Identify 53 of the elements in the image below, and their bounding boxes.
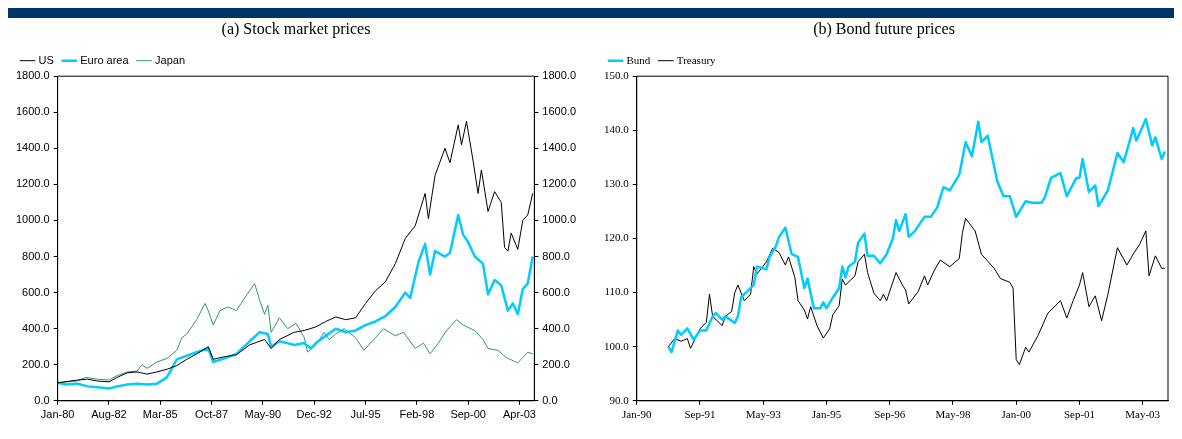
x-tick-label: Sep-91 (684, 408, 716, 421)
y2-tick-label: 1800.0 (542, 69, 577, 82)
y2-tick-label: 0.0 (542, 393, 558, 406)
y-tick-label: 110.0 (604, 285, 630, 298)
y-tick-label: 1600.0 (15, 105, 50, 118)
y-tick-label: 600.0 (22, 285, 50, 298)
y-tick-label: 130.0 (604, 177, 630, 190)
y-tick-label: 1000.0 (15, 213, 50, 226)
x-tick-label: Oct-87 (195, 408, 229, 421)
x-tick-label: Sep-00 (450, 408, 486, 421)
y2-tick-label: 1600.0 (542, 105, 577, 118)
y-tick-label: 90.0 (609, 393, 630, 406)
chart-title: (a) Stock market prices (221, 19, 371, 38)
y2-tick-label: 1200.0 (542, 177, 577, 190)
y-tick-label: 400.0 (22, 321, 50, 334)
x-tick-label: May-93 (745, 408, 782, 421)
x-tick-label: Aug-82 (91, 408, 127, 421)
x-tick-label: Mar-85 (142, 408, 178, 421)
legend-label: US (38, 53, 54, 66)
x-tick-label: Apr-03 (502, 408, 536, 421)
y-tick-label: 140.0 (604, 123, 630, 136)
y2-tick-label: 800.0 (542, 249, 570, 262)
x-tick-label: Sep-01 (1063, 408, 1096, 421)
y-tick-label: 100.0 (604, 339, 630, 352)
chart-title: (b) Bond future prices (813, 19, 955, 38)
y-tick-label: 1800.0 (15, 69, 50, 82)
legend-label: Bund (626, 53, 651, 66)
y-tick-label: 1400.0 (15, 141, 50, 154)
x-tick-label: Jan-80 (40, 408, 75, 421)
y-tick-label: 1200.0 (15, 177, 50, 190)
legend-label: Japan (155, 53, 186, 66)
x-tick-label: May-03 (1125, 408, 1161, 421)
x-tick-label: Sep-96 (874, 408, 906, 421)
y-tick-label: 0.0 (34, 393, 50, 406)
x-tick-label: Jan-00 (1001, 408, 1032, 421)
x-tick-label: Dec-92 (296, 408, 332, 421)
y-tick-label: 150.0 (604, 69, 630, 82)
y2-tick-label: 1000.0 (542, 213, 577, 226)
y2-tick-label: 1400.0 (542, 141, 577, 154)
y-tick-label: 200.0 (22, 357, 50, 370)
x-tick-label: Jan-95 (811, 408, 842, 421)
x-tick-label: Feb-98 (399, 408, 435, 421)
y2-tick-label: 200.0 (542, 357, 570, 370)
legend-label: Treasury (676, 53, 717, 66)
x-tick-label: May-98 (935, 408, 971, 421)
legend-label: Euro area (80, 53, 130, 66)
y2-tick-label: 400.0 (542, 321, 570, 334)
y-tick-label: 120.0 (604, 231, 630, 244)
x-tick-label: May-90 (244, 408, 282, 421)
y-tick-label: 800.0 (22, 249, 50, 262)
x-tick-label: Jul-95 (350, 408, 381, 421)
y2-tick-label: 600.0 (542, 285, 570, 298)
x-tick-label: Jan-90 (622, 408, 652, 421)
